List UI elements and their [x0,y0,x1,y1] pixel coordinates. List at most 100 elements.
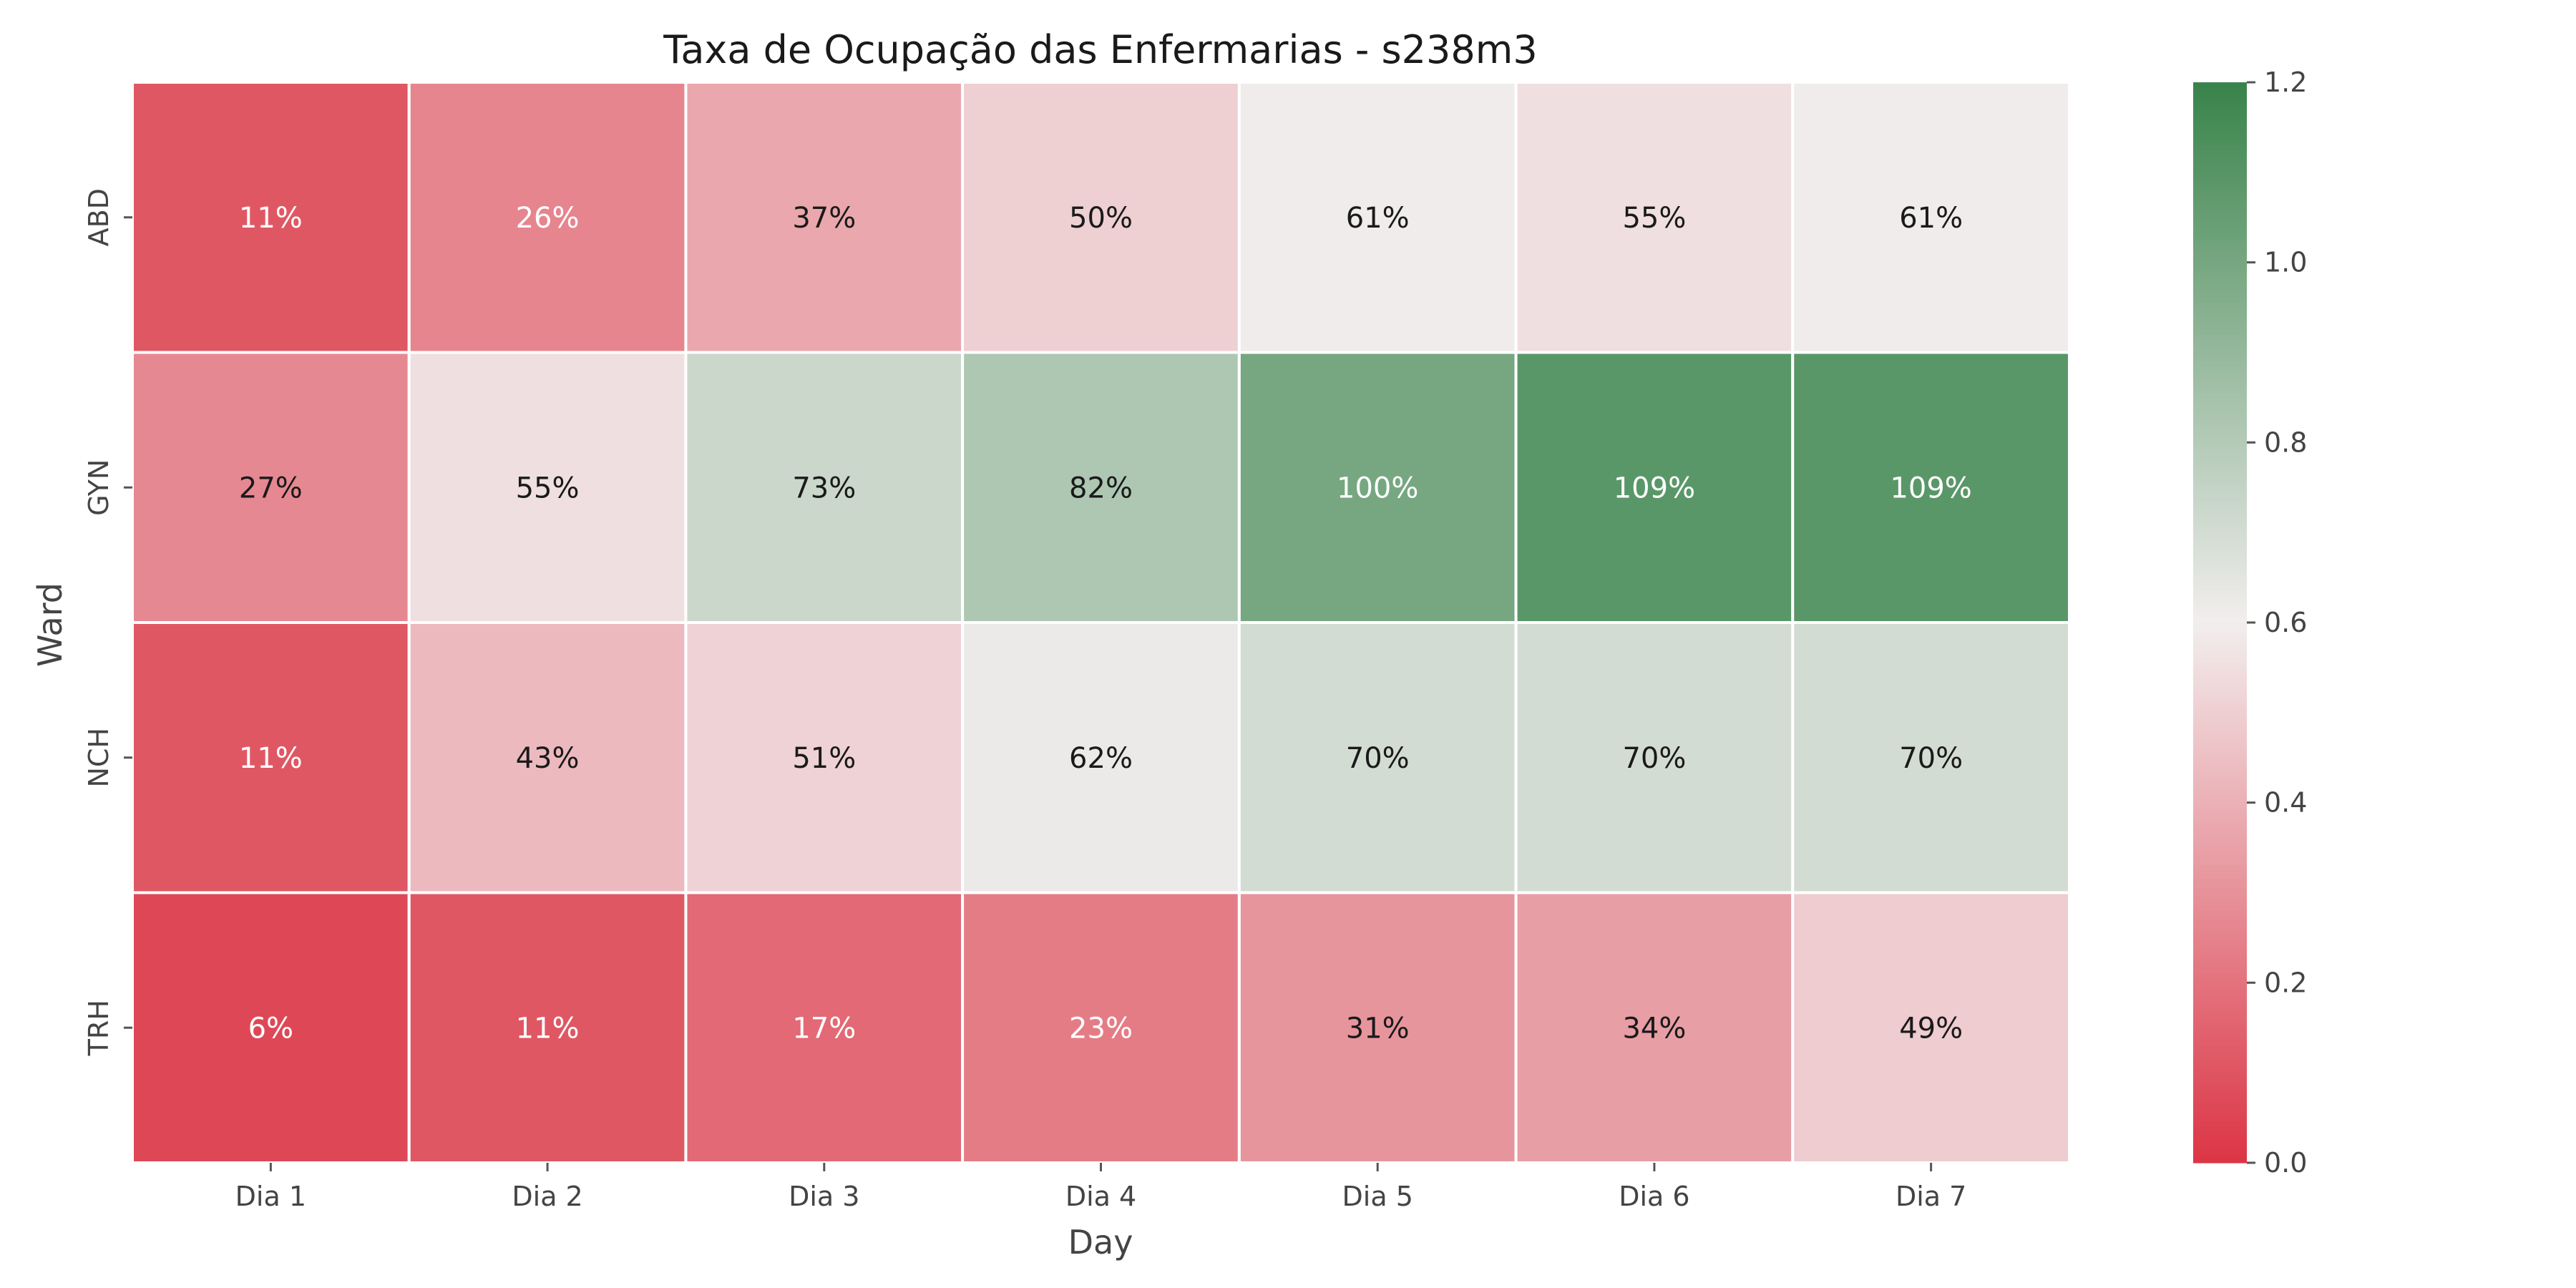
colorbar-segment [2193,1063,2247,1069]
colorbar-segment [2193,456,2247,462]
colorbar-segment [2193,181,2247,187]
colorbar-segment [2193,1081,2247,1087]
colorbar-tick-label: 0.4 [2264,787,2307,819]
colorbar-segment [2193,978,2247,983]
colorbar-segment [2193,541,2247,547]
colorbar-segment [2193,1086,2247,1091]
heatmap-cell [1514,81,1795,354]
colorbar-segment [2193,618,2247,623]
colorbar-segment [2193,577,2247,582]
cell-value-label: 43% [516,742,580,775]
colorbar-segment [2193,582,2247,587]
colorbar-segment [2193,933,2247,939]
colorbar-segment [2193,240,2247,245]
colorbar-segment [2193,739,2247,745]
colorbar-segment [2193,1113,2247,1118]
colorbar-segment [2193,564,2247,570]
y-tick-label: ABD [83,188,114,246]
heatmap-cell [131,81,411,354]
heatmap-cells: 11% 26% 37% 50% 61% 55% 61% 27% 55% 73% 82% 100% 109… [131,81,2071,1164]
heatmap-cell [407,621,688,894]
colorbar-segment [2193,114,2247,119]
colorbar-segment [2193,496,2247,502]
colorbar-segment [2193,262,2247,268]
colorbar-segment [2193,118,2247,124]
colorbar-segment [2193,127,2247,132]
colorbar-segment [2193,649,2247,655]
colorbar-segment [2193,248,2247,254]
colorbar-segment [2193,919,2247,925]
colorbar-segment [2193,1059,2247,1065]
colorbar-segment [2193,753,2247,758]
colorbar-segment [2193,537,2247,542]
colorbar-segment [2193,550,2247,556]
colorbar-segment [2193,190,2247,195]
colorbar-segment [2193,663,2247,668]
colorbar-segment [2193,879,2247,884]
colorbar-segment [2193,757,2247,763]
colorbar-segment [2193,834,2247,839]
colorbar-segment [2193,1158,2247,1163]
cell-value-label: 17% [792,1012,856,1045]
colorbar-segment [2193,325,2247,331]
colorbar-segment [2193,937,2247,943]
x-tick-label: Dia 4 [1065,1181,1136,1212]
colorbar-segment [2193,1140,2247,1146]
colorbar-segment [2193,735,2247,741]
colorbar-segment [2193,712,2247,718]
colorbar-tick-label: 0.0 [2264,1147,2307,1179]
colorbar-segment [2193,874,2247,880]
colorbar-segment [2193,505,2247,511]
colorbar-segment [2193,726,2247,731]
colorbar-segment [2193,794,2247,799]
colorbar-segment [2193,865,2247,871]
colorbar-segment [2193,109,2247,114]
colorbar-segment [2193,861,2247,867]
colorbar-segment [2193,623,2247,628]
colorbar-segment [2193,1036,2247,1042]
colorbar-segment [2193,686,2247,691]
cell-value-label: 61% [1899,202,1963,235]
colorbar-segment [2193,361,2247,366]
colorbar-segment [2193,816,2247,821]
colorbar-segment [2193,356,2247,362]
heatmap-cell [1514,621,1795,894]
colorbar-segment [2193,609,2247,615]
colorbar-segment [2193,1014,2247,1020]
colorbar-tick-label: 1.0 [2264,247,2307,278]
colorbar-segment [2193,384,2247,389]
heatmap-cell [131,891,411,1164]
colorbar-segment [2193,1091,2247,1096]
colorbar-segment [2193,266,2247,272]
colorbar-segment [2193,366,2247,371]
colorbar-segment [2193,478,2247,484]
colorbar-segment [2193,222,2247,227]
heatmap-cell [684,351,965,624]
colorbar-segment [2193,289,2247,295]
colorbar-segment [2193,825,2247,831]
colorbar-tick-label: 0.2 [2264,967,2307,998]
heatmap-cell [684,621,965,894]
colorbar-segment [2193,897,2247,902]
colorbar-segment [2193,82,2247,87]
colorbar-segment [2193,914,2247,920]
colorbar-segment [2193,698,2247,704]
colorbar-segment [2193,883,2247,889]
colorbar-segment [2193,122,2247,128]
colorbar-segment [2193,172,2247,177]
colorbar-segment [2193,150,2247,155]
colorbar-segment [2193,888,2247,894]
heatmap-cell [1514,891,1795,1164]
heatmap-cell [961,891,1241,1164]
colorbar-segment [2193,829,2247,835]
cell-value-label: 62% [1069,742,1133,775]
colorbar-segment [2193,600,2247,605]
colorbar-segment [2193,1149,2247,1155]
colorbar-segment [2193,235,2247,240]
cell-value-label: 70% [1346,742,1410,775]
colorbar-segment [2193,586,2247,592]
colorbar-segment [2193,857,2247,862]
colorbar-segment [2193,627,2247,633]
colorbar-segment [2193,419,2247,425]
